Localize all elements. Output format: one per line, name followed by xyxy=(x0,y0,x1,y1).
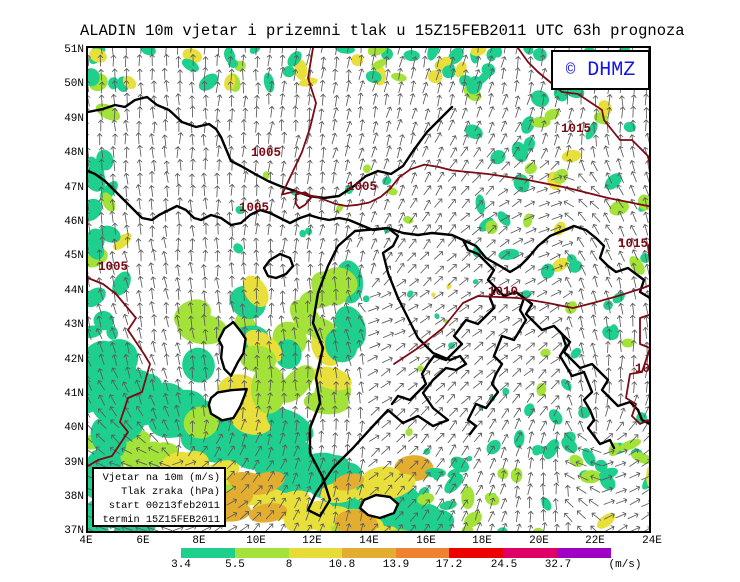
svg-text:1005: 1005 xyxy=(98,260,128,274)
svg-text:101: 101 xyxy=(635,362,651,376)
svg-text:1010: 1010 xyxy=(488,285,518,299)
svg-text:1005: 1005 xyxy=(347,180,377,194)
svg-text:1015: 1015 xyxy=(561,122,591,136)
svg-text:1005: 1005 xyxy=(251,146,281,160)
svg-text:1015: 1015 xyxy=(618,237,648,251)
svg-text:1005: 1005 xyxy=(239,201,269,215)
